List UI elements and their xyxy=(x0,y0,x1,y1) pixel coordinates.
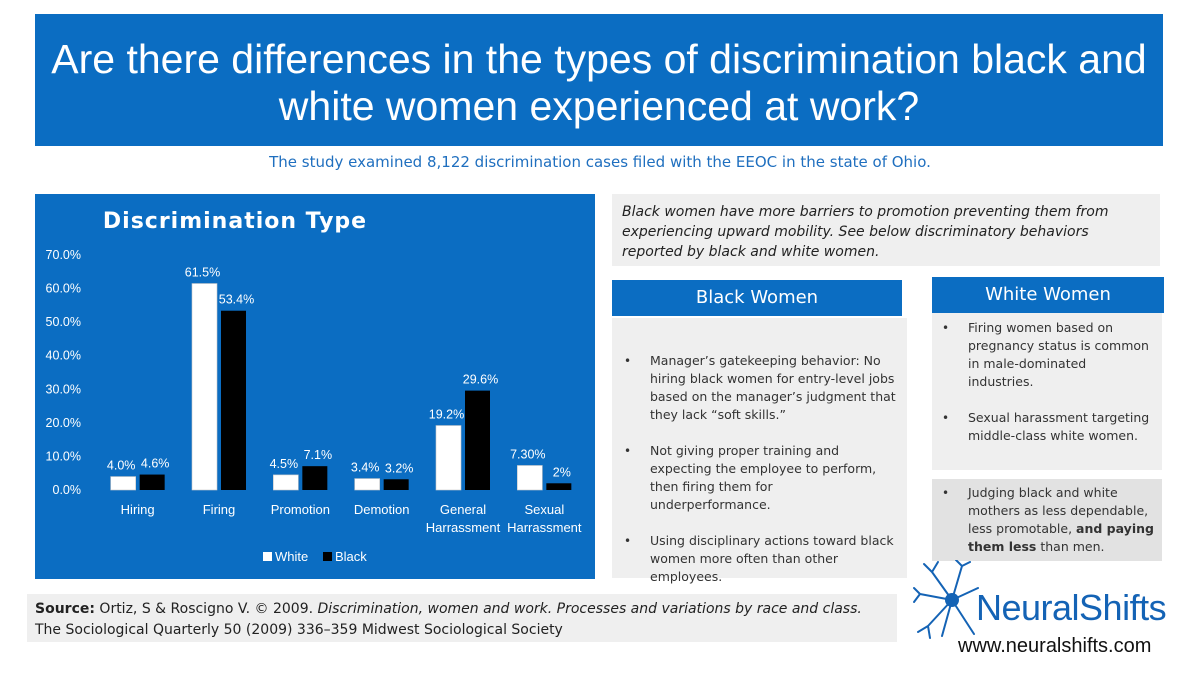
bullet-icon: • xyxy=(942,411,950,425)
y-tick-label: 70.0% xyxy=(46,248,81,262)
x-tick-label: Harrassment xyxy=(507,520,582,535)
source-authors: Ortiz, S & Roscigno V. © 2009. xyxy=(94,601,318,617)
legend-swatch-white xyxy=(263,552,272,561)
x-tick-label: Hiring xyxy=(121,502,155,517)
bar-black xyxy=(221,310,246,490)
data-label: 19.2% xyxy=(429,408,464,422)
y-tick-label: 10.0% xyxy=(46,449,81,463)
list-item: • Sexual harassment targeting middle-cla… xyxy=(938,409,1154,445)
y-tick-label: 40.0% xyxy=(46,349,81,363)
bar-black xyxy=(465,390,490,490)
x-tick-label: Harrassment xyxy=(426,520,501,535)
bar-black xyxy=(302,466,328,490)
bar-white xyxy=(273,474,299,491)
page-title: Are there differences in the types of di… xyxy=(51,36,1147,129)
list-item-text: Using disciplinary actions toward black … xyxy=(650,533,894,584)
data-label: 7.30% xyxy=(510,447,545,461)
data-label: 61.5% xyxy=(185,266,220,280)
page-subtitle: The study examined 8,122 discrimination … xyxy=(269,153,931,171)
x-tick-label: Sexual xyxy=(524,502,564,517)
bar-black xyxy=(139,474,165,490)
y-tick-label: 60.0% xyxy=(46,282,81,296)
data-label: 2% xyxy=(553,465,571,479)
source-title: Discrimination, women and work. Processe… xyxy=(317,601,862,617)
source-label: Source: xyxy=(35,601,95,617)
list-item: • Not giving proper training and expecti… xyxy=(620,442,897,514)
white-women-list: • Firing women based on pregnancy status… xyxy=(932,313,1162,470)
bar-black xyxy=(546,483,572,490)
bar-white xyxy=(354,478,380,491)
logo: NeuralShifts www.neuralshifts.com xyxy=(912,560,1192,660)
list-item-text: Not giving proper training and expecting… xyxy=(650,443,877,512)
black-women-list: • Manager’s gatekeeping behavior: No hir… xyxy=(612,318,907,584)
source-citation: Source: Ortiz, S & Roscigno V. © 2009. D… xyxy=(27,594,897,642)
bar-chart: Discrimination Type 0.0% 10.0% 20.0% 30.0% 40… xyxy=(46,209,582,564)
legend-swatch-black xyxy=(323,552,332,561)
list-item-text: Firing women based on pregnancy status i… xyxy=(968,320,1149,389)
x-tick-label: Firing xyxy=(203,502,236,517)
bullet-icon: • xyxy=(624,534,632,548)
x-tick-label: Promotion xyxy=(271,502,330,517)
data-label: 4.5% xyxy=(270,457,299,471)
bullet-icon: • xyxy=(942,321,950,335)
black-women-header: Black Women xyxy=(612,280,902,316)
list-item: • Manager’s gatekeeping behavior: No hir… xyxy=(620,352,897,424)
data-label: 3.2% xyxy=(385,461,414,475)
list-item-text: Judging black and white mothers as less … xyxy=(968,485,1154,554)
y-tick-label: 20.0% xyxy=(46,416,81,430)
data-label: 3.4% xyxy=(351,461,380,475)
legend-label-white: White xyxy=(275,549,308,564)
y-tick-label: 30.0% xyxy=(46,382,81,396)
list-item: • Firing women based on pregnancy status… xyxy=(938,319,1154,391)
list-item: • Using disciplinary actions toward blac… xyxy=(620,532,897,586)
bar-white xyxy=(191,283,218,491)
bullet-icon: • xyxy=(624,354,632,368)
bar-white xyxy=(517,465,543,491)
legend-label-black: Black xyxy=(335,549,367,564)
data-label: 7.1% xyxy=(304,448,333,462)
chart-panel: Discrimination Type 0.0% 10.0% 20.0% 30.0% 40… xyxy=(35,194,595,579)
x-tick-label: General xyxy=(440,502,486,517)
white-women-header: White Women xyxy=(932,277,1164,313)
data-label: 53.4% xyxy=(219,293,254,307)
list-item: • Judging black and white mothers as les… xyxy=(938,484,1154,556)
list-item-text: Sexual harassment targeting middle-class… xyxy=(968,410,1150,443)
y-tick-label: 50.0% xyxy=(46,315,81,329)
neuron-icon xyxy=(913,560,979,639)
shared-text-bold: and paying them less xyxy=(968,521,1154,554)
x-tick-label: Demotion xyxy=(354,502,410,517)
bar-white xyxy=(435,425,462,491)
data-label: 4.6% xyxy=(141,457,170,471)
intro-text: Black women have more barriers to promot… xyxy=(612,194,1160,266)
header-banner: Are there differences in the types of di… xyxy=(35,14,1163,146)
bullet-icon: • xyxy=(624,444,632,458)
shared-text-after: than men. xyxy=(1036,539,1105,554)
logo-name: NeuralShifts xyxy=(976,587,1167,628)
chart-title: Discrimination Type xyxy=(103,209,367,234)
data-label: 29.6% xyxy=(463,373,498,387)
bar-white xyxy=(110,476,136,491)
shared-text-before: Judging black and white mothers as less … xyxy=(968,485,1149,536)
source-journal: The Sociological Quarterly 50 (2009) 336… xyxy=(35,622,563,638)
data-label: 4.0% xyxy=(107,459,135,473)
logo-url: www.neuralshifts.com xyxy=(958,635,1152,657)
list-item-text: Manager’s gatekeeping behavior: No hirin… xyxy=(650,353,896,422)
bar-black xyxy=(383,479,409,490)
y-tick-label: 0.0% xyxy=(53,483,82,497)
bullet-icon: • xyxy=(942,486,950,500)
shared-list: • Judging black and white mothers as les… xyxy=(932,479,1162,561)
